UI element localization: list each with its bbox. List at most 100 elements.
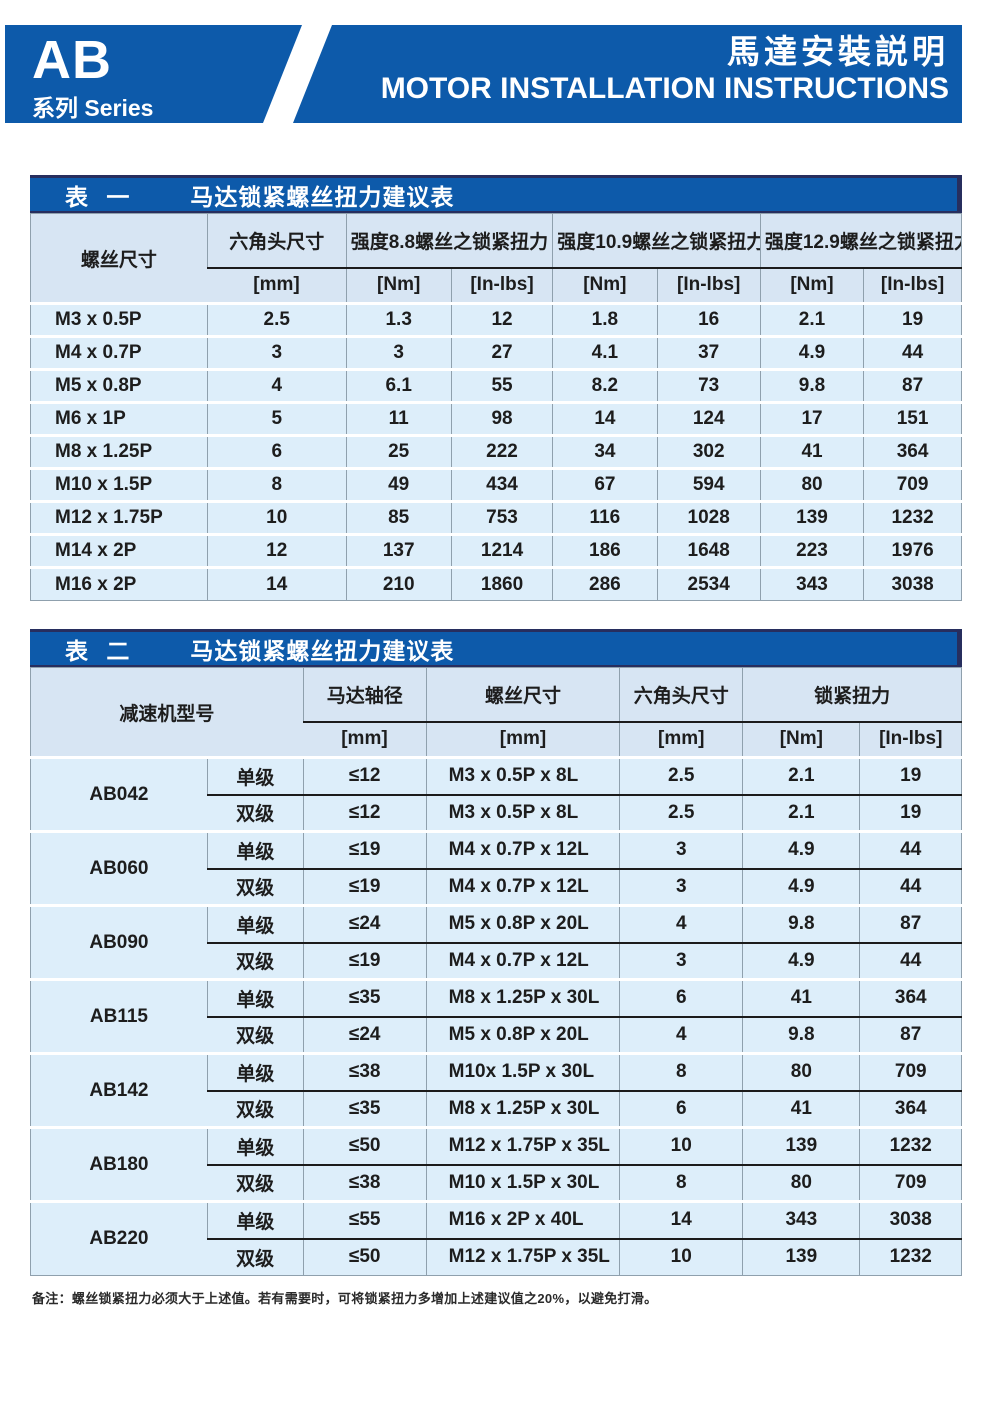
screw-size-cell: M12 x 1.75P bbox=[30, 500, 208, 535]
shaft-cell: ≤12 bbox=[302, 756, 427, 795]
unit-inlbs: [In-lbs] bbox=[656, 267, 761, 304]
model-cell: AB180 bbox=[30, 1126, 208, 1202]
inlbs-cell: 222 bbox=[450, 434, 553, 469]
inlbs-cell: 98 bbox=[450, 401, 553, 436]
nm-cell: 25 bbox=[345, 434, 452, 469]
unit-mm: [mm] bbox=[303, 721, 427, 758]
table-row: AB042 单级 ≤12 M3 x 0.5P x 8L 2.5 2.1 19 bbox=[30, 756, 962, 832]
page-title-en: MOTOR INSTALLATION INSTRUCTIONS bbox=[380, 72, 949, 106]
inlbs-cell: 73 bbox=[656, 368, 761, 403]
table-row: AB220 单级 ≤55 M16 x 2P x 40L 14 343 3038 bbox=[30, 1200, 962, 1276]
stage-cell: 双级 bbox=[207, 941, 304, 980]
table-row: M5 x 0.8P 4 6.1 55 8.2 73 9.8 87 bbox=[30, 368, 962, 403]
screw-size-cell: M10 x 1.5P bbox=[30, 467, 208, 502]
nm-cell: 3 bbox=[345, 335, 452, 370]
stage-cell: 单级 bbox=[206, 978, 304, 1017]
col-header-grade-10-9: 强度10.9螺丝之锁紧扭力 bbox=[552, 213, 761, 269]
nm-cell: 116 bbox=[552, 500, 658, 535]
screw-cell: M8 x 1.25P x 30L bbox=[425, 1089, 620, 1128]
table-row: 双级 ≤50 M12 x 1.75P x 35L 10 139 1232 bbox=[31, 1237, 962, 1276]
inlbs-cell: 709 bbox=[859, 1163, 962, 1202]
inlbs-cell: 364 bbox=[863, 434, 962, 469]
hex-cell: 6 bbox=[619, 1089, 743, 1128]
screw-cell: M8 x 1.25P x 30L bbox=[425, 978, 620, 1017]
gearbox-torque-table: 减速机型号 马达轴径 螺丝尺寸 六角头尺寸 锁紧扭力 [mm] [mm] [mm… bbox=[30, 667, 962, 1276]
series-code: AB bbox=[32, 30, 112, 90]
table-row: AB180 单级 ≤50 M12 x 1.75P x 35L 10 139 12… bbox=[30, 1126, 962, 1202]
unit-inlbs: [In-lbs] bbox=[863, 267, 962, 304]
col-header-screw-size: 螺丝尺寸 bbox=[30, 213, 208, 304]
nm-cell: 2.1 bbox=[759, 302, 864, 337]
nm-cell: 41 bbox=[742, 978, 860, 1017]
hex-cell: 3 bbox=[619, 867, 743, 906]
series-label: 系列 Series bbox=[32, 95, 154, 121]
hex-cell: 3 bbox=[619, 941, 743, 980]
inlbs-cell: 2534 bbox=[656, 566, 761, 601]
screw-size-cell: M16 x 2P bbox=[30, 566, 208, 601]
col-header-grade-12-9: 强度12.9螺丝之锁紧扭力 bbox=[759, 213, 962, 269]
stage-cell: 单级 bbox=[206, 1200, 304, 1239]
table1-title: 马达锁紧螺丝扭力建议表 bbox=[190, 183, 455, 210]
nm-cell: 4.1 bbox=[552, 335, 658, 370]
nm-cell: 1.8 bbox=[552, 302, 658, 337]
nm-cell: 85 bbox=[345, 500, 452, 535]
nm-cell: 49 bbox=[345, 467, 452, 502]
inlbs-cell: 1860 bbox=[450, 566, 553, 601]
table-row: 双级 ≤12 M3 x 0.5P x 8L 2.5 2.1 19 bbox=[31, 793, 962, 832]
page-content: 表 一 马达锁紧螺丝扭力建议表 螺丝尺寸 六角头尺寸 强度8.8螺丝之锁紧扭力 … bbox=[30, 175, 962, 1307]
inlbs-cell: 709 bbox=[863, 467, 962, 502]
nm-cell: 343 bbox=[742, 1200, 860, 1239]
series-badge: AB 系列 Series bbox=[5, 25, 302, 123]
hex-cell: 3 bbox=[619, 830, 743, 869]
inlbs-cell: 44 bbox=[859, 830, 962, 869]
inlbs-cell: 364 bbox=[859, 1089, 962, 1128]
nm-cell: 2.1 bbox=[742, 756, 860, 795]
screw-cell: M4 x 0.7P x 12L bbox=[425, 941, 620, 980]
hex-cell: 4 bbox=[206, 368, 347, 403]
hex-cell: 10 bbox=[619, 1237, 743, 1276]
inlbs-cell: 16 bbox=[656, 302, 761, 337]
footnote: 备注：螺丝锁紧扭力必须大于上述值。若有需要时，可将锁紧扭力多增加上述建议值之20… bbox=[32, 1291, 658, 1306]
nm-cell: 67 bbox=[552, 467, 658, 502]
banner-title-block: 馬達安裝説明 MOTOR INSTALLATION INSTRUCTIONS bbox=[293, 25, 962, 123]
inlbs-cell: 594 bbox=[656, 467, 761, 502]
hex-cell: 10 bbox=[619, 1126, 743, 1165]
inlbs-cell: 3038 bbox=[863, 566, 962, 601]
table2-title-bar: 表 二 马达锁紧螺丝扭力建议表 bbox=[30, 629, 962, 667]
inlbs-cell: 44 bbox=[863, 335, 962, 370]
hex-cell: 5 bbox=[206, 401, 347, 436]
table-row: AB115 单级 ≤35 M8 x 1.25P x 30L 6 41 364 bbox=[30, 978, 962, 1054]
unit-inlbs: [In-lbs] bbox=[450, 267, 553, 304]
inlbs-cell: 124 bbox=[656, 401, 761, 436]
stage-cell: 双级 bbox=[207, 1089, 304, 1128]
screw-cell: M10 x 1.5P x 30L bbox=[425, 1163, 620, 1202]
stage-cell: 单级 bbox=[206, 904, 304, 943]
nm-cell: 4.9 bbox=[742, 830, 860, 869]
table-row: M6 x 1P 5 11 98 14 124 17 151 bbox=[30, 401, 962, 436]
hex-cell: 4 bbox=[619, 1015, 743, 1054]
shaft-cell: ≤24 bbox=[302, 1015, 427, 1054]
model-cell: AB220 bbox=[30, 1200, 208, 1276]
col-header-model: 减速机型号 bbox=[30, 667, 304, 758]
screw-cell: M5 x 0.8P x 20L bbox=[425, 904, 620, 943]
nm-cell: 4.9 bbox=[742, 941, 860, 980]
shaft-cell: ≤24 bbox=[302, 904, 427, 943]
stage-cell: 单级 bbox=[206, 830, 304, 869]
shaft-cell: ≤19 bbox=[302, 941, 427, 980]
shaft-cell: ≤38 bbox=[302, 1163, 427, 1202]
table-row: 双级 ≤19 M4 x 0.7P x 12L 3 4.9 44 bbox=[31, 941, 962, 980]
screw-torque-table: 螺丝尺寸 六角头尺寸 强度8.8螺丝之锁紧扭力 强度10.9螺丝之锁紧扭力 强度… bbox=[30, 213, 962, 601]
unit-mm: [mm] bbox=[619, 721, 743, 758]
table-row: AB090 单级 ≤24 M5 x 0.8P x 20L 4 9.8 87 bbox=[30, 904, 962, 980]
inlbs-cell: 1232 bbox=[859, 1237, 962, 1276]
inlbs-cell: 44 bbox=[859, 941, 962, 980]
screw-size-cell: M8 x 1.25P bbox=[30, 434, 208, 469]
page-banner: AB 系列 Series 馬達安裝説明 MOTOR INSTALLATION I… bbox=[0, 25, 1000, 125]
inlbs-cell: 709 bbox=[859, 1052, 962, 1091]
nm-cell: 17 bbox=[759, 401, 864, 436]
col-header-grade-8-8: 强度8.8螺丝之锁紧扭力 bbox=[345, 213, 553, 269]
unit-nm: [Nm] bbox=[345, 267, 452, 304]
model-cell: AB115 bbox=[30, 978, 208, 1054]
table2-title: 马达锁紧螺丝扭力建议表 bbox=[190, 637, 455, 664]
shaft-cell: ≤50 bbox=[302, 1237, 427, 1276]
